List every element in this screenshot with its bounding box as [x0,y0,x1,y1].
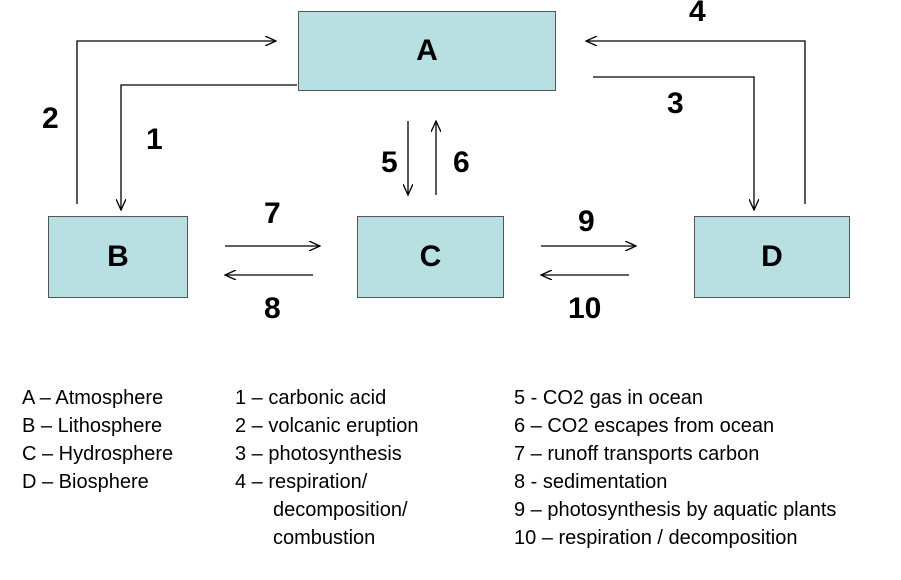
legend-process-8: 8 - sedimentation [514,471,668,493]
label-arrow-5: 5 [381,146,398,179]
legend-processes-1-4: 1 – carbonic acid 2 – volcanic eruption … [235,384,418,552]
arrow-3 [593,76,754,210]
legend-process-6: 6 – CO2 escapes from ocean [514,415,775,437]
legend-processes-5-10: 5 - CO2 gas in ocean 6 – CO2 escapes fro… [514,384,836,552]
legend-sphere-d: D – Biosphere [22,471,149,493]
arrow-1 [121,84,297,210]
legend-process-5: 5 - CO2 gas in ocean [514,387,703,409]
node-a-atmosphere: A [298,11,556,91]
legend-sphere-b: B – Lithosphere [22,415,163,437]
label-arrow-6: 6 [453,146,470,179]
legend-process-4-line-3: combustion [273,527,376,549]
legend-process-9: 9 – photosynthesis by aquatic plants [514,499,837,521]
legend-process-4: 4 – respiration/ [235,471,368,493]
label-arrow-8: 8 [264,292,281,325]
legend-process-4-line-2: decomposition/ [273,499,408,521]
label-arrow-2: 2 [42,102,59,135]
label-arrow-3: 3 [667,87,684,120]
label-arrow-4: 4 [689,0,706,28]
label-arrow-1: 1 [146,123,163,156]
legend-process-7: 7 – runoff transports carbon [514,443,760,465]
arrow-2 [76,41,276,204]
legend-process-3: 3 – photosynthesis [235,443,402,465]
node-c-hydrosphere: C [357,216,504,298]
legend-spheres: A – Atmosphere B – Lithosphere C – Hydro… [22,384,173,496]
node-d-biosphere: D [694,216,850,298]
legend-sphere-a: A – Atmosphere [22,387,164,409]
legend-process-1: 1 – carbonic acid [235,387,387,409]
node-b-lithosphere: B [48,216,188,298]
legend-process-10: 10 – respiration / decomposition [514,527,798,549]
label-arrow-7: 7 [264,197,281,230]
legend-sphere-c: C – Hydrosphere [22,443,174,465]
arrow-4 [586,41,806,204]
label-arrow-9: 9 [578,205,595,238]
label-arrow-10: 10 [568,292,602,325]
legend-process-2: 2 – volcanic eruption [235,415,419,437]
